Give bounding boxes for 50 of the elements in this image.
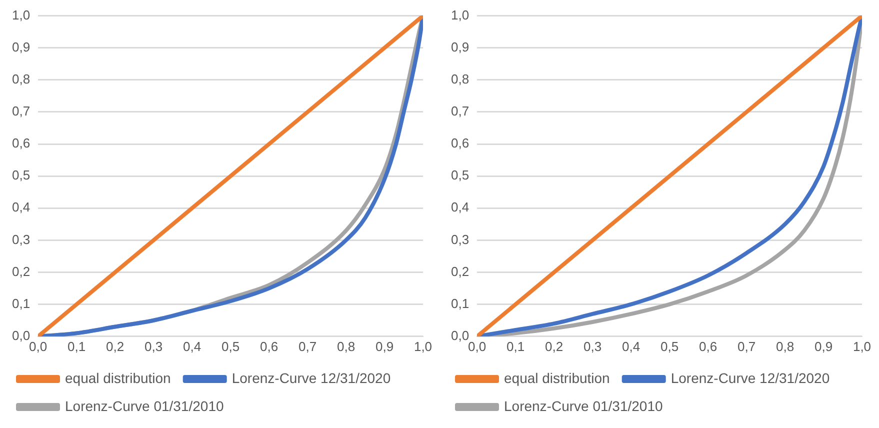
x-tick-label: 0,9: [814, 338, 833, 354]
x-tick-label: 0,3: [584, 338, 602, 354]
x-tick-label: 0,7: [737, 338, 756, 354]
legend-label: Lorenz-Curve 12/31/2020: [670, 370, 830, 386]
y-tick-label: 0,7: [12, 104, 30, 119]
y-tick-label: 0,6: [12, 136, 30, 151]
x-tick-label: 0,0: [29, 338, 48, 354]
y-tick-label: 0,9: [450, 39, 470, 54]
legend-label: Lorenz-Curve 12/31/2020: [232, 370, 391, 386]
y-tick-label: 0,8: [450, 72, 470, 86]
y-tick-label: 0,0: [12, 328, 30, 343]
y-tick-label: 0,2: [450, 264, 470, 279]
legend-label: Lorenz-Curve 01/31/2010: [504, 398, 663, 414]
x-tick-label: 0,7: [298, 338, 317, 354]
y-tick-label: 1,0: [12, 7, 30, 22]
x-tick-label: 0,9: [375, 338, 394, 354]
x-tick-label: 0,4: [622, 338, 640, 354]
x-tick-label: 0,3: [144, 338, 163, 354]
x-tick-label: 0,2: [545, 338, 564, 354]
y-tick-label: 1,0: [450, 7, 470, 22]
x-tick-label: 0,8: [776, 338, 794, 354]
x-tick-label: 0,4: [183, 338, 202, 354]
x-tick-label: 1,0: [414, 338, 432, 354]
x-tick-label: 0,8: [336, 338, 356, 354]
x-tick-label: 0,5: [660, 338, 679, 354]
y-tick-label: 0,7: [450, 104, 470, 119]
y-tick-label: 0,3: [12, 232, 30, 247]
x-tick-label: 0,1: [68, 338, 86, 354]
y-tick-label: 0,6: [450, 136, 470, 151]
legend-label: equal distribution: [504, 370, 610, 386]
legend-label: equal distribution: [65, 370, 171, 386]
x-tick-label: 1,0: [852, 338, 872, 354]
x-tick-label: 0,5: [221, 338, 240, 354]
y-tick-label: 0,4: [450, 200, 470, 215]
y-tick-label: 0,8: [12, 72, 30, 86]
y-tick-label: 0,4: [12, 200, 30, 215]
legend-label: Lorenz-Curve 01/31/2010: [65, 398, 224, 414]
y-tick-label: 0,2: [12, 264, 30, 279]
y-tick-label: 0,1: [450, 296, 470, 311]
x-tick-label: 0,0: [468, 338, 486, 354]
x-tick-label: 0,1: [506, 338, 525, 354]
y-tick-label: 0,9: [12, 39, 30, 54]
y-tick-label: 0,1: [12, 296, 30, 311]
y-tick-label: 0,3: [450, 232, 470, 247]
y-tick-label: 0,5: [450, 168, 470, 183]
y-tick-label: 0,5: [12, 168, 30, 183]
x-tick-label: 0,2: [106, 338, 124, 354]
y-tick-label: 0,0: [450, 328, 470, 343]
x-tick-label: 0,6: [260, 338, 278, 354]
x-tick-label: 0,6: [698, 338, 718, 354]
